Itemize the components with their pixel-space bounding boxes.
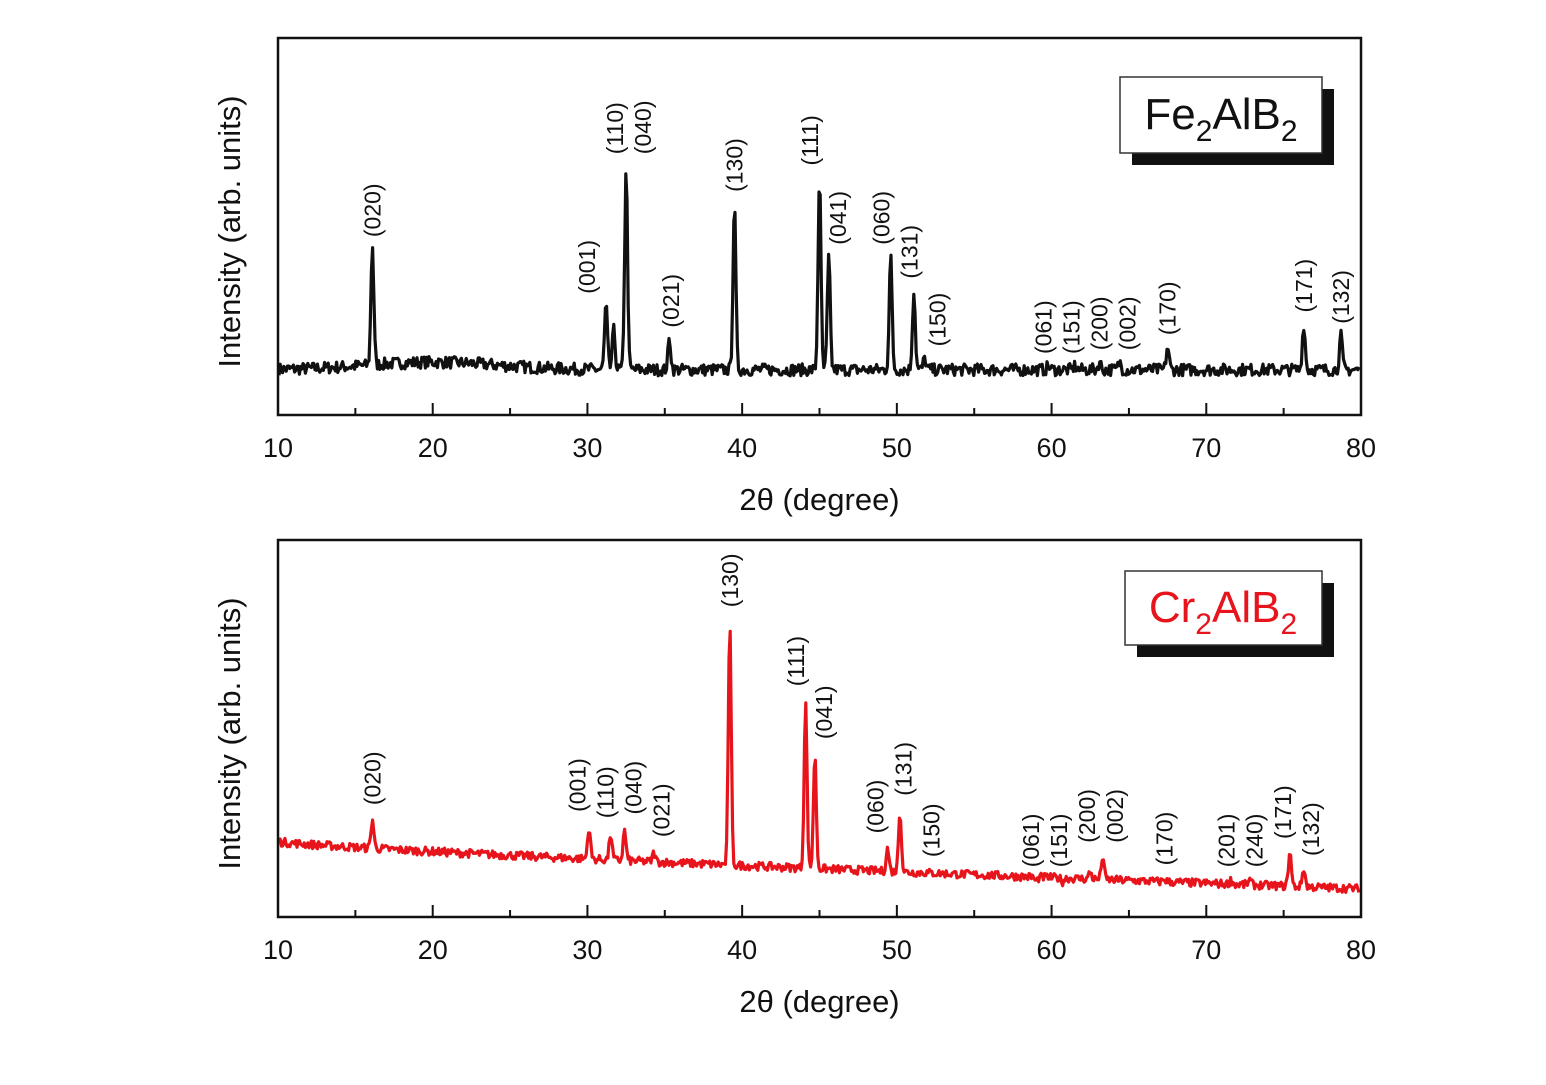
peak-label: (021) xyxy=(658,274,684,328)
x-tick-label: 40 xyxy=(727,935,757,965)
x-tick-label: 30 xyxy=(572,433,602,463)
peak-label: (021) xyxy=(649,783,675,837)
peak-label: (132) xyxy=(1298,802,1324,856)
legend-fe2alb2: Fe2AlB2 xyxy=(1119,76,1334,165)
peak-label: (001) xyxy=(574,240,600,294)
peak-label: (110) xyxy=(593,766,619,818)
peak-label: (111) xyxy=(797,115,823,165)
peak-label: (061) xyxy=(1018,814,1044,868)
x-tick-label: 70 xyxy=(1191,433,1221,463)
legend-title: Fe2AlB2 xyxy=(1144,90,1297,148)
peak-label: (201) xyxy=(1213,814,1239,868)
x-tick-label: 20 xyxy=(418,935,448,965)
x-tick-label: 50 xyxy=(882,935,912,965)
legend-subscript: 2 xyxy=(1280,608,1297,641)
legend-text: AlB xyxy=(1212,90,1280,139)
legend-text: Cr xyxy=(1149,583,1195,632)
peak-label: (240) xyxy=(1241,814,1267,868)
x-tick-label: 40 xyxy=(727,433,757,463)
peak-label: (170) xyxy=(1155,281,1181,335)
panel-1: 10 20 30 40 50 60 70 80 2θ (degree) Intensity (ar… xyxy=(212,538,1376,1019)
peak-label: (041) xyxy=(811,685,837,739)
x-tick-label: 60 xyxy=(1037,433,1067,463)
x-tick-label: 60 xyxy=(1037,935,1067,965)
peak-label: (151) xyxy=(1059,300,1085,354)
x-axis-title: 2θ (degree) xyxy=(739,984,899,1019)
peak-label: (132) xyxy=(1328,270,1354,324)
legend-subscript: 2 xyxy=(1195,608,1212,641)
x-tick-label: 80 xyxy=(1346,935,1376,965)
x-tick-label: 50 xyxy=(882,433,912,463)
peak-label: (060) xyxy=(869,191,895,245)
peak-label: (171) xyxy=(1270,785,1296,839)
peak-label: (041) xyxy=(825,191,851,245)
legend-title: Cr2AlB2 xyxy=(1149,583,1297,641)
x-tick-label: 20 xyxy=(418,433,448,463)
peak-label: (170) xyxy=(1152,812,1178,866)
x-tick-label: 80 xyxy=(1346,433,1376,463)
peak-label: (020) xyxy=(359,183,385,237)
peak-label: (130) xyxy=(721,138,747,192)
peak-label: (151) xyxy=(1046,814,1072,868)
peak-label: (200) xyxy=(1087,296,1113,350)
peak-label: (150) xyxy=(919,803,945,857)
x-tick-label: 70 xyxy=(1191,935,1221,965)
peak-label: (110) xyxy=(602,102,628,154)
legend-text: AlB xyxy=(1212,583,1280,632)
y-axis-title: Intensity (arb. units) xyxy=(212,597,247,869)
peak-label: (002) xyxy=(1102,789,1128,843)
peak-label: (060) xyxy=(863,780,889,834)
peak-label: (001) xyxy=(565,758,591,812)
x-tick-label: 10 xyxy=(263,935,293,965)
peak-label: (131) xyxy=(897,225,923,279)
peak-label: (131) xyxy=(891,742,917,796)
legend-subscript: 2 xyxy=(1196,115,1213,148)
panel-0: 10 20 30 40 50 60 70 80 2θ (degree) Intensity (ar… xyxy=(212,36,1376,517)
series-line xyxy=(277,629,1361,894)
legend-subscript: 2 xyxy=(1281,115,1298,148)
legend-box xyxy=(1124,570,1323,646)
peak-label: (002) xyxy=(1115,296,1141,350)
peak-label: (130) xyxy=(717,553,743,607)
x-axis-title: 2θ (degree) xyxy=(739,482,899,517)
peak-label: (200) xyxy=(1074,789,1100,843)
y-axis-title: Intensity (arb. units) xyxy=(212,95,247,367)
peak-label: (171) xyxy=(1291,259,1317,313)
legend-box xyxy=(1119,76,1323,154)
peak-label: (150) xyxy=(925,293,951,347)
peak-label: (040) xyxy=(621,761,647,815)
peak-label: (040) xyxy=(630,100,656,154)
x-tick-label: 10 xyxy=(263,433,293,463)
peak-label: (111) xyxy=(783,636,809,686)
legend-cr2alb2: Cr2AlB2 xyxy=(1124,570,1334,657)
peak-label: (020) xyxy=(359,751,385,805)
x-tick-label: 30 xyxy=(572,935,602,965)
series-line xyxy=(277,172,1361,378)
peak-label: (061) xyxy=(1031,300,1057,354)
legend-text: Fe xyxy=(1144,90,1195,139)
